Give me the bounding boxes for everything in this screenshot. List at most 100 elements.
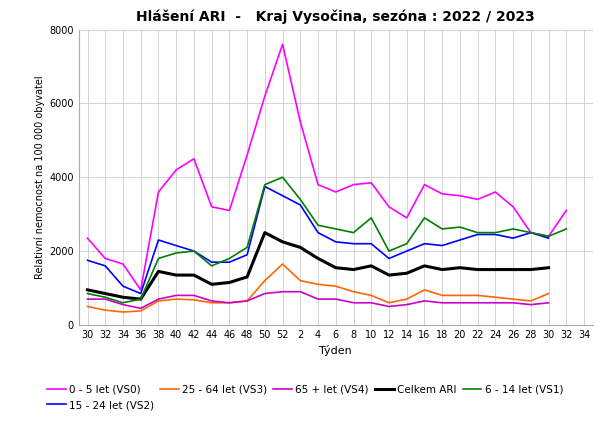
Celkem ARI bbox=[492, 267, 499, 272]
6 - 14 let (VS1) bbox=[385, 249, 393, 254]
65 + let (VS4) bbox=[368, 300, 375, 306]
0 - 5 let (VS0) bbox=[315, 182, 322, 187]
Celkem ARI bbox=[332, 265, 339, 270]
6 - 14 let (VS1) bbox=[456, 225, 463, 230]
0 - 5 let (VS0) bbox=[261, 93, 269, 98]
25 - 64 let (VS3) bbox=[226, 300, 233, 306]
0 - 5 let (VS0) bbox=[296, 119, 304, 124]
6 - 14 let (VS1) bbox=[155, 256, 162, 261]
6 - 14 let (VS1) bbox=[527, 230, 534, 235]
6 - 14 let (VS1) bbox=[296, 197, 304, 202]
15 - 24 let (VS2) bbox=[119, 284, 126, 289]
6 - 14 let (VS1) bbox=[492, 230, 499, 235]
6 - 14 let (VS1) bbox=[332, 226, 339, 231]
6 - 14 let (VS1) bbox=[403, 241, 410, 246]
Celkem ARI bbox=[385, 273, 393, 278]
Celkem ARI bbox=[421, 263, 428, 268]
65 + let (VS4) bbox=[332, 297, 339, 302]
Celkem ARI bbox=[279, 239, 286, 244]
6 - 14 let (VS1) bbox=[102, 295, 109, 300]
0 - 5 let (VS0) bbox=[279, 42, 286, 47]
15 - 24 let (VS2) bbox=[102, 263, 109, 268]
Celkem ARI bbox=[243, 274, 250, 279]
Celkem ARI bbox=[296, 245, 304, 250]
Celkem ARI bbox=[350, 267, 357, 272]
6 - 14 let (VS1) bbox=[350, 230, 357, 235]
Celkem ARI bbox=[226, 280, 233, 285]
0 - 5 let (VS0) bbox=[456, 193, 463, 198]
25 - 64 let (VS3) bbox=[474, 293, 481, 298]
25 - 64 let (VS3) bbox=[279, 262, 286, 267]
6 - 14 let (VS1) bbox=[279, 175, 286, 180]
15 - 24 let (VS2) bbox=[456, 238, 463, 243]
Celkem ARI bbox=[155, 269, 162, 274]
X-axis label: Týden: Týden bbox=[319, 345, 352, 356]
15 - 24 let (VS2) bbox=[315, 230, 322, 235]
6 - 14 let (VS1) bbox=[191, 249, 198, 254]
25 - 64 let (VS3) bbox=[456, 293, 463, 298]
6 - 14 let (VS1) bbox=[474, 230, 481, 235]
25 - 64 let (VS3) bbox=[509, 297, 517, 302]
65 + let (VS4) bbox=[385, 304, 393, 309]
6 - 14 let (VS1) bbox=[172, 250, 180, 255]
Celkem ARI bbox=[403, 271, 410, 276]
Y-axis label: Relativní nemocnost na 100 000 obyvatel: Relativní nemocnost na 100 000 obyvatel bbox=[34, 76, 45, 279]
65 + let (VS4) bbox=[509, 300, 517, 306]
25 - 64 let (VS3) bbox=[208, 300, 215, 306]
6 - 14 let (VS1) bbox=[243, 245, 250, 250]
65 + let (VS4) bbox=[191, 293, 198, 298]
Line: 25 - 64 let (VS3): 25 - 64 let (VS3) bbox=[88, 264, 549, 312]
Celkem ARI bbox=[137, 297, 145, 302]
Line: 0 - 5 let (VS0): 0 - 5 let (VS0) bbox=[88, 44, 566, 290]
Legend: 0 - 5 let (VS0), 15 - 24 let (VS2), 25 - 64 let (VS3), 65 + let (VS4), Celkem AR: 0 - 5 let (VS0), 15 - 24 let (VS2), 25 -… bbox=[43, 381, 567, 414]
25 - 64 let (VS3) bbox=[492, 295, 499, 300]
0 - 5 let (VS0) bbox=[368, 180, 375, 185]
6 - 14 let (VS1) bbox=[84, 291, 91, 296]
15 - 24 let (VS2) bbox=[421, 241, 428, 246]
Celkem ARI bbox=[102, 291, 109, 296]
15 - 24 let (VS2) bbox=[527, 230, 534, 235]
Celkem ARI bbox=[119, 295, 126, 300]
Title: Hlášení ARI  -   Kraj Vysočina, sezóna : 2022 / 2023: Hlášení ARI - Kraj Vysočina, sezóna : 20… bbox=[136, 10, 535, 24]
0 - 5 let (VS0) bbox=[563, 208, 570, 213]
0 - 5 let (VS0) bbox=[545, 234, 552, 239]
15 - 24 let (VS2) bbox=[509, 235, 517, 241]
0 - 5 let (VS0) bbox=[527, 230, 534, 235]
65 + let (VS4) bbox=[119, 302, 126, 307]
65 + let (VS4) bbox=[456, 300, 463, 306]
15 - 24 let (VS2) bbox=[474, 232, 481, 237]
25 - 64 let (VS3) bbox=[368, 293, 375, 298]
25 - 64 let (VS3) bbox=[191, 297, 198, 302]
65 + let (VS4) bbox=[137, 306, 145, 311]
65 + let (VS4) bbox=[102, 297, 109, 302]
0 - 5 let (VS0) bbox=[509, 204, 517, 209]
Celkem ARI bbox=[509, 267, 517, 272]
6 - 14 let (VS1) bbox=[137, 297, 145, 302]
Celkem ARI bbox=[208, 282, 215, 287]
15 - 24 let (VS2) bbox=[492, 232, 499, 237]
Celkem ARI bbox=[172, 273, 180, 278]
65 + let (VS4) bbox=[84, 297, 91, 302]
0 - 5 let (VS0) bbox=[155, 189, 162, 195]
Celkem ARI bbox=[191, 273, 198, 278]
65 + let (VS4) bbox=[403, 302, 410, 307]
25 - 64 let (VS3) bbox=[296, 278, 304, 283]
25 - 64 let (VS3) bbox=[439, 293, 446, 298]
Celkem ARI bbox=[456, 265, 463, 270]
65 + let (VS4) bbox=[155, 297, 162, 302]
6 - 14 let (VS1) bbox=[439, 226, 446, 231]
6 - 14 let (VS1) bbox=[226, 256, 233, 261]
15 - 24 let (VS2) bbox=[191, 249, 198, 254]
65 + let (VS4) bbox=[439, 300, 446, 306]
15 - 24 let (VS2) bbox=[261, 184, 269, 189]
6 - 14 let (VS1) bbox=[509, 226, 517, 231]
0 - 5 let (VS0) bbox=[208, 204, 215, 209]
0 - 5 let (VS0) bbox=[474, 197, 481, 202]
65 + let (VS4) bbox=[350, 300, 357, 306]
65 + let (VS4) bbox=[208, 298, 215, 303]
65 + let (VS4) bbox=[545, 300, 552, 306]
Celkem ARI bbox=[439, 267, 446, 272]
15 - 24 let (VS2) bbox=[279, 193, 286, 198]
15 - 24 let (VS2) bbox=[350, 241, 357, 246]
65 + let (VS4) bbox=[296, 289, 304, 294]
